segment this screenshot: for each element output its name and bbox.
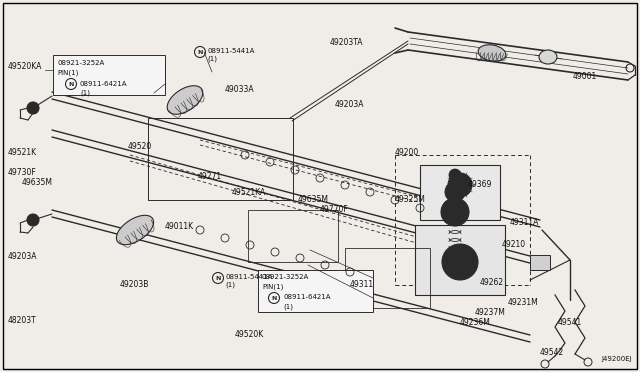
Bar	[248, 210, 338, 262]
Bar	[530, 255, 550, 270]
Text: 49635M: 49635M	[22, 178, 53, 187]
Text: 49210: 49210	[502, 240, 526, 249]
Text: 49033A: 49033A	[225, 85, 255, 94]
Text: 49521K: 49521K	[8, 148, 37, 157]
Text: 49325M: 49325M	[395, 195, 426, 204]
Text: 08911-5441A: 08911-5441A	[225, 274, 273, 280]
Text: 49311: 49311	[350, 280, 374, 289]
Circle shape	[456, 258, 464, 266]
Text: 48203T: 48203T	[8, 316, 36, 325]
Text: 49271: 49271	[198, 172, 222, 181]
Text: 49770F: 49770F	[320, 205, 349, 214]
Circle shape	[445, 182, 465, 202]
Text: 49200: 49200	[395, 148, 419, 157]
Ellipse shape	[539, 50, 557, 64]
Text: 49730F: 49730F	[8, 168, 36, 177]
Ellipse shape	[116, 215, 154, 245]
Text: 49001: 49001	[573, 72, 597, 81]
Ellipse shape	[478, 45, 506, 61]
Circle shape	[441, 198, 469, 226]
Bar	[415, 225, 505, 295]
Bar	[420, 165, 500, 220]
Text: N: N	[215, 276, 221, 280]
Text: 49237M: 49237M	[475, 308, 506, 317]
Ellipse shape	[167, 86, 203, 114]
Bar	[258, 270, 373, 312]
Bar	[148, 118, 293, 200]
Circle shape	[27, 214, 39, 226]
Circle shape	[448, 173, 472, 197]
Bar	[53, 55, 165, 95]
Text: N: N	[271, 295, 276, 301]
Text: (1): (1)	[207, 56, 217, 62]
Text: J49200EJ: J49200EJ	[602, 356, 632, 362]
Text: 49236M: 49236M	[460, 318, 491, 327]
Text: PIN(1): PIN(1)	[262, 283, 284, 289]
Text: (1): (1)	[225, 282, 235, 289]
Text: 08921-3252A: 08921-3252A	[262, 274, 309, 280]
Text: 49011K: 49011K	[165, 222, 194, 231]
Text: 08921-3252A: 08921-3252A	[57, 60, 104, 66]
Text: N: N	[197, 49, 203, 55]
Text: PIN(1): PIN(1)	[57, 70, 78, 77]
Text: 49203A: 49203A	[335, 100, 365, 109]
Text: 49203A: 49203A	[8, 252, 38, 261]
Text: 49311A: 49311A	[510, 218, 540, 227]
Text: 08911-6421A: 08911-6421A	[283, 294, 330, 300]
Circle shape	[447, 204, 463, 220]
Text: 08911-5441A: 08911-5441A	[207, 48, 254, 54]
Circle shape	[442, 244, 478, 280]
Text: (1): (1)	[283, 303, 293, 310]
Text: 49369: 49369	[468, 180, 492, 189]
Text: 49542: 49542	[540, 348, 564, 357]
Circle shape	[27, 102, 39, 114]
Text: 49520KA: 49520KA	[8, 62, 42, 71]
Text: 49520K: 49520K	[235, 330, 264, 339]
Text: 49521KA: 49521KA	[232, 188, 266, 197]
Circle shape	[449, 169, 461, 181]
Text: 49520: 49520	[128, 142, 152, 151]
Text: 49541: 49541	[558, 318, 582, 327]
Text: (1): (1)	[80, 89, 90, 96]
Text: 49231M: 49231M	[508, 298, 539, 307]
Bar	[345, 248, 430, 308]
Text: 08911-6421A: 08911-6421A	[80, 81, 127, 87]
Text: 49203B: 49203B	[120, 280, 149, 289]
Text: 49203TA: 49203TA	[330, 38, 364, 47]
Circle shape	[450, 252, 470, 272]
Text: 49262: 49262	[480, 278, 504, 287]
Text: N: N	[68, 81, 74, 87]
Text: 49635M: 49635M	[298, 195, 329, 204]
